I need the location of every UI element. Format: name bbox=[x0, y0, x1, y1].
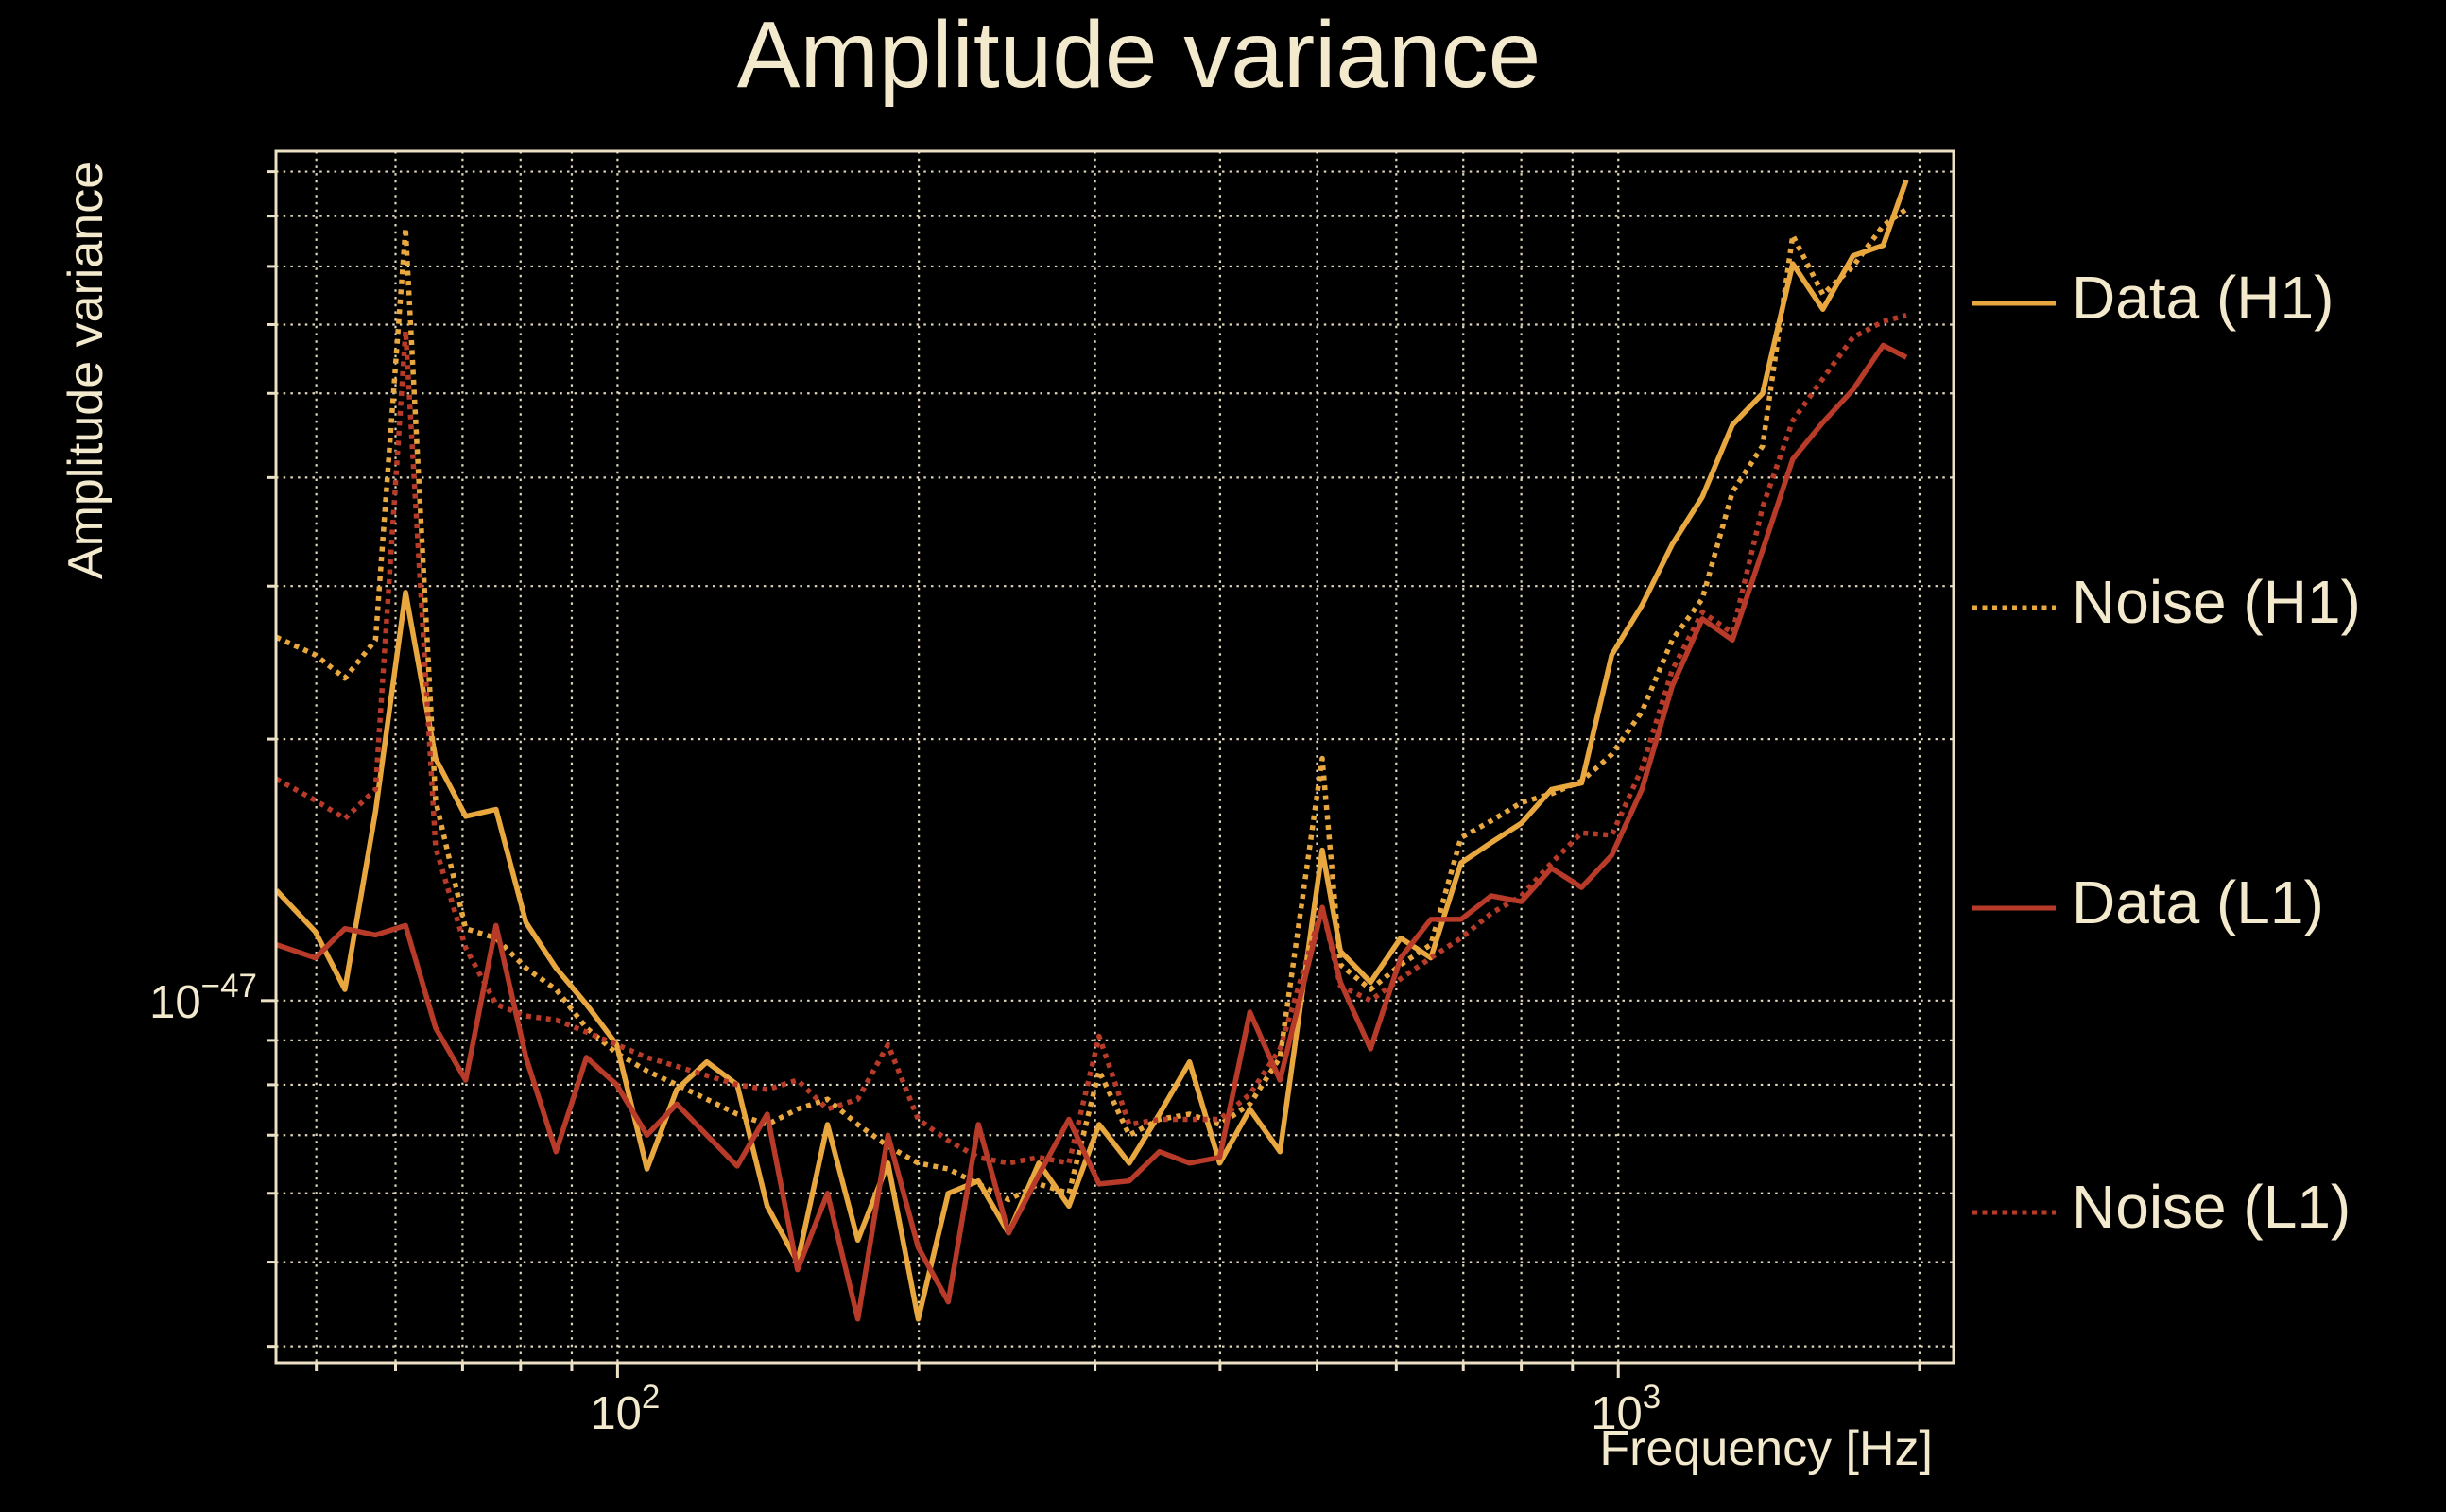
y-axis-label: Amplitude variance bbox=[59, 162, 113, 579]
legend-entry: Noise (H1) bbox=[1972, 568, 2361, 636]
axis-ticks bbox=[261, 170, 1921, 1378]
legend-label: Noise (L1) bbox=[2072, 1173, 2351, 1241]
data-h1-curve bbox=[276, 179, 1909, 1322]
tick-labels: 102 103 10−47 bbox=[149, 968, 1661, 1439]
axes-frame bbox=[274, 149, 1955, 1365]
data-l1-curve bbox=[276, 342, 1908, 1322]
y-tick-label-1e-47: 10−47 bbox=[149, 968, 257, 1028]
legend-entry: Data (H1) bbox=[1972, 264, 2334, 332]
x-axis-label: Frequency [Hz] bbox=[1599, 1421, 1933, 1476]
chart-title: Amplitude variance bbox=[737, 2, 1541, 108]
legend-entry: Data (L1) bbox=[1972, 868, 2324, 936]
legend-label: Noise (H1) bbox=[2072, 568, 2361, 636]
legend: Data (H1) Noise (H1) Data (L1) Noise (L1… bbox=[1972, 264, 2361, 1241]
gridlines bbox=[276, 151, 1954, 1363]
x-tick-label-1000: 103 bbox=[1591, 1379, 1661, 1439]
legend-label: Data (L1) bbox=[2072, 868, 2324, 936]
x-tick-label-100: 102 bbox=[590, 1379, 660, 1439]
legend-entry: Noise (L1) bbox=[1972, 1173, 2351, 1241]
curves bbox=[276, 179, 1909, 1322]
noise-l1-curve bbox=[276, 312, 1907, 1166]
legend-label: Data (H1) bbox=[2072, 264, 2334, 332]
